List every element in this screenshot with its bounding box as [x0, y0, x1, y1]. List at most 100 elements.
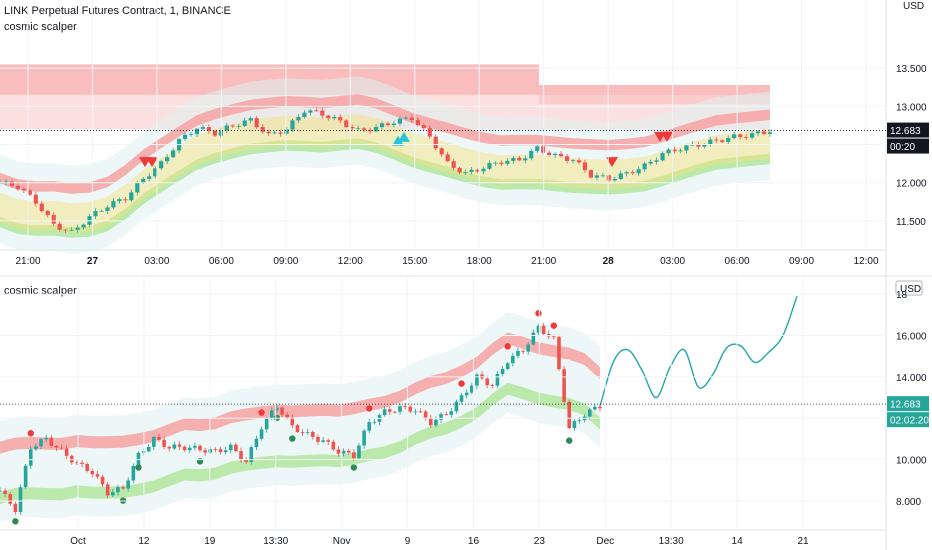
x-tick-label: 14 — [732, 536, 744, 547]
candle — [177, 444, 182, 447]
candle — [3, 490, 7, 495]
last-price-tag-top-bg — [887, 122, 929, 138]
candle — [248, 118, 253, 121]
candle — [316, 436, 320, 442]
candle — [33, 194, 38, 204]
x-tick-label: Oct — [70, 536, 86, 547]
candle — [193, 445, 197, 448]
candle — [660, 153, 665, 161]
buy-dot — [135, 464, 142, 471]
candle — [558, 153, 564, 157]
candle — [295, 425, 300, 433]
candle — [111, 201, 116, 208]
candle — [117, 199, 122, 202]
candle — [511, 355, 515, 364]
candle — [290, 120, 295, 130]
candle — [352, 452, 356, 459]
candle — [39, 203, 44, 212]
candle — [744, 136, 749, 138]
chart-title: LINK Perpetual Futures Contract, 1, BINA… — [4, 5, 231, 17]
candle — [618, 173, 623, 179]
x-tick-label: 13:30 — [263, 536, 288, 547]
candle — [260, 127, 265, 132]
candle — [131, 465, 136, 481]
candle — [346, 450, 351, 453]
candle — [393, 411, 397, 413]
last-price-tag-top: 12.683 — [887, 122, 929, 138]
candle — [272, 132, 277, 134]
x-tick-label: 03:00 — [144, 256, 169, 267]
candle — [285, 414, 289, 418]
candle — [85, 464, 89, 471]
candle — [630, 172, 635, 174]
countdown-tag-bottom-text: 02:02:20 — [890, 416, 929, 427]
candle — [547, 152, 552, 156]
candle — [531, 332, 536, 345]
candle — [121, 487, 125, 489]
candle — [493, 162, 498, 164]
candle — [239, 451, 243, 460]
x-tick-label: 28 — [603, 256, 615, 267]
x-tick-label: 13:30 — [659, 536, 684, 547]
candle — [362, 430, 366, 446]
candle — [63, 229, 68, 231]
candle — [373, 127, 379, 132]
candle — [567, 401, 572, 429]
candle — [218, 449, 223, 453]
candle — [445, 154, 450, 162]
candle — [302, 112, 307, 117]
candle — [200, 127, 206, 129]
countdown-tag-bottom: 02:02:20 — [887, 412, 929, 428]
candle — [572, 421, 577, 429]
candle — [54, 445, 59, 448]
candle — [70, 455, 74, 463]
svg-text:USD: USD — [900, 284, 921, 295]
candle — [564, 156, 570, 161]
candle — [167, 446, 172, 449]
candle — [654, 160, 659, 162]
candle — [244, 459, 248, 462]
candle — [290, 417, 295, 426]
candle — [553, 153, 558, 156]
buy-dot — [350, 464, 358, 471]
candle — [421, 125, 426, 129]
candle — [708, 139, 713, 145]
buy-dot — [566, 437, 573, 444]
candle — [129, 192, 134, 201]
x-tick-label: Dec — [596, 536, 614, 547]
candle — [59, 447, 64, 449]
indicator-label-top: cosmic scalper — [4, 21, 77, 33]
candle — [280, 407, 284, 415]
sell-band — [0, 94, 770, 194]
candle — [254, 118, 259, 128]
x-tick-label: 12:00 — [338, 256, 363, 267]
x-tick-label: 23 — [534, 536, 546, 547]
candle — [13, 503, 18, 512]
candle — [535, 146, 540, 151]
candle — [69, 229, 74, 231]
candle — [642, 163, 647, 170]
candle — [314, 110, 319, 112]
candle — [451, 161, 456, 168]
candle — [344, 120, 349, 128]
candle — [242, 120, 247, 126]
candle — [135, 182, 140, 193]
candle — [27, 190, 32, 195]
candle — [111, 492, 115, 496]
candle — [372, 421, 377, 423]
candle — [577, 420, 582, 422]
candle — [100, 476, 105, 485]
sell-dot — [27, 430, 34, 437]
candle — [230, 125, 235, 127]
buy-dot — [289, 435, 296, 442]
candle — [444, 414, 448, 415]
buy-dot — [12, 518, 19, 525]
candle — [387, 409, 392, 412]
candle — [398, 406, 402, 412]
candle — [34, 446, 38, 450]
x-tick-label: 06:00 — [209, 256, 234, 267]
candle — [275, 407, 279, 411]
x-tick-label: 09:00 — [789, 256, 814, 267]
candle — [495, 374, 500, 386]
